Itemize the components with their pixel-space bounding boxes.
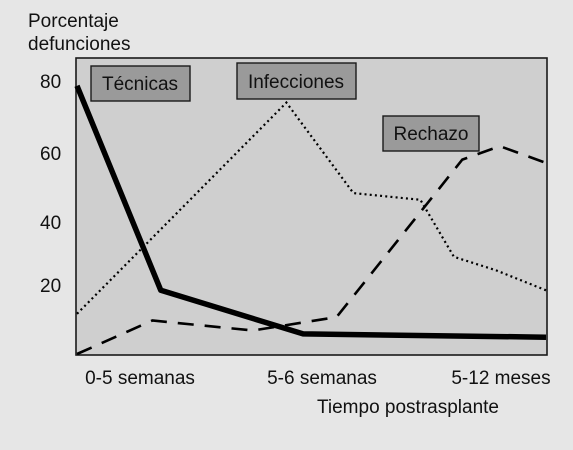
y-tick-label-60: 60 — [40, 144, 61, 165]
series-line-rechazo — [76, 144, 547, 356]
callout-infecciones: Infecciones — [236, 62, 357, 100]
callout-rechazo: Rechazo — [382, 115, 480, 152]
y-tick-label-80: 80 — [40, 72, 61, 93]
x-tick-label-5-6-semanas: 5-6 semanas — [267, 368, 377, 389]
y-tick-label-20: 20 — [40, 276, 61, 297]
x-tick-label-5-12-meses: 5-12 meses — [451, 368, 550, 389]
callout-rechazo-label: Rechazo — [394, 124, 469, 145]
callout-tecnicas: Técnicas — [90, 65, 191, 102]
series-line-infecciones — [76, 100, 547, 315]
callout-infecciones-label: Infecciones — [248, 72, 344, 93]
series-line-tecnicas — [74, 84, 547, 340]
callout-tecnicas-label: Técnicas — [102, 74, 178, 95]
plot-area — [75, 57, 548, 356]
x-tick-label-0-5-semanas: 0-5 semanas — [85, 368, 195, 389]
y-axis-title-line-1: Porcentaje — [28, 11, 119, 32]
y-tick-label-40: 40 — [40, 213, 61, 234]
x-axis-title: Tiempo postrasplante — [317, 397, 499, 418]
y-axis-title-line-2: defunciones — [28, 34, 130, 55]
